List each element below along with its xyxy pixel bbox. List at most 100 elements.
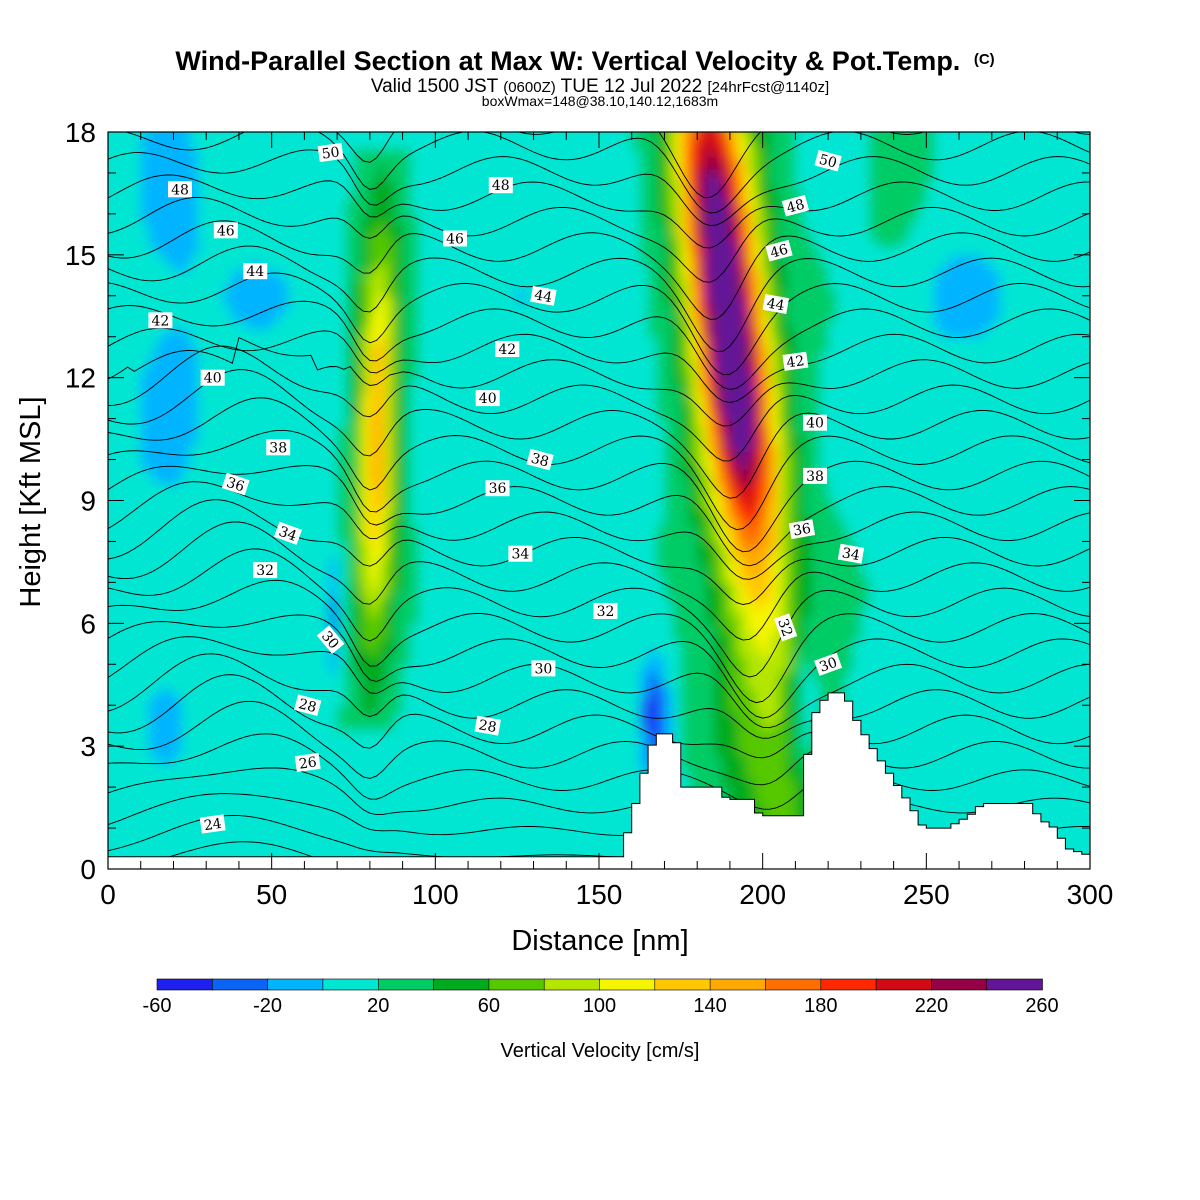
field-cell xyxy=(369,172,379,182)
field-cell xyxy=(132,754,142,764)
field-cell xyxy=(320,836,330,846)
field-cell xyxy=(468,680,478,690)
field-cell xyxy=(165,394,175,403)
field-cell xyxy=(271,795,281,805)
field-cell xyxy=(132,361,142,371)
field-cell xyxy=(247,197,257,207)
field-cell xyxy=(476,746,486,756)
field-cell xyxy=(320,607,330,616)
field-cell xyxy=(247,492,257,502)
field-cell xyxy=(304,582,314,592)
field-cell xyxy=(329,697,338,706)
field-cell xyxy=(255,426,265,436)
field-cell xyxy=(304,271,314,281)
field-cell xyxy=(132,516,142,526)
field-cell xyxy=(124,271,134,281)
field-cell xyxy=(517,787,527,797)
field-cell xyxy=(288,295,297,305)
field-cell xyxy=(288,156,297,166)
field-cell xyxy=(206,721,216,731)
field-cell xyxy=(378,754,388,764)
field-cell xyxy=(222,828,232,838)
field-cell xyxy=(296,361,306,371)
field-cell xyxy=(500,426,510,436)
field-cell xyxy=(181,320,191,330)
field-cell xyxy=(198,205,207,215)
field-cell xyxy=(329,623,338,633)
field-cell xyxy=(214,697,224,706)
field-cell xyxy=(509,164,518,174)
field-cell xyxy=(247,435,257,444)
field-cell xyxy=(517,467,527,477)
field-cell xyxy=(353,230,363,240)
field-cell xyxy=(329,230,338,240)
field-cell xyxy=(484,549,494,559)
field-cell xyxy=(288,172,297,182)
field-cell xyxy=(386,254,396,264)
field-cell xyxy=(214,541,224,551)
field-cell xyxy=(443,713,453,723)
field-cell xyxy=(402,623,412,633)
field-cell xyxy=(533,598,543,608)
field-cell xyxy=(230,746,240,756)
field-cell xyxy=(329,246,338,256)
field-cell xyxy=(173,746,183,756)
field-cell xyxy=(148,688,158,698)
field-cell xyxy=(312,369,322,379)
field-cell xyxy=(157,647,167,657)
field-cell xyxy=(386,754,396,764)
field-cell xyxy=(329,164,338,174)
field-cell xyxy=(419,148,428,158)
field-cell xyxy=(296,320,306,330)
field-cell xyxy=(173,738,183,747)
field-cell xyxy=(525,664,535,674)
field-cell xyxy=(157,680,167,690)
field-cell xyxy=(296,778,306,788)
field-cell xyxy=(247,738,257,747)
field-cell xyxy=(468,697,478,706)
field-cell xyxy=(238,279,248,289)
field-cell xyxy=(459,738,469,747)
field-cell xyxy=(468,426,478,436)
field-cell xyxy=(247,541,257,551)
field-cell xyxy=(279,295,289,305)
field-cell xyxy=(492,607,502,616)
field-cell xyxy=(108,492,117,502)
field-cell xyxy=(108,435,117,444)
field-cell xyxy=(509,713,518,723)
field-cell xyxy=(165,197,175,207)
field-cell xyxy=(443,148,453,158)
field-cell xyxy=(189,197,199,207)
field-cell xyxy=(181,402,191,412)
field-cell xyxy=(247,205,257,215)
field-cell xyxy=(459,631,469,641)
field-cell xyxy=(509,271,518,281)
field-cell xyxy=(378,263,388,272)
field-cell xyxy=(345,516,355,526)
field-cell xyxy=(206,738,216,747)
field-cell xyxy=(443,836,453,846)
field-cell xyxy=(296,656,306,666)
field-cell xyxy=(517,254,527,264)
field-cell xyxy=(517,156,527,166)
field-cell xyxy=(443,688,453,698)
field-cell xyxy=(459,697,469,706)
field-cell xyxy=(353,828,363,838)
field-cell xyxy=(394,205,404,215)
field-cell xyxy=(476,762,486,772)
field-cell xyxy=(288,320,297,330)
field-cell xyxy=(435,697,445,706)
field-cell xyxy=(124,688,134,698)
field-cell xyxy=(148,377,158,387)
field-cell xyxy=(443,639,453,649)
field-cell xyxy=(206,271,216,281)
field-cell xyxy=(222,615,232,625)
field-cell xyxy=(525,836,535,846)
field-cell xyxy=(206,672,216,682)
field-cell xyxy=(189,320,199,330)
field-cell xyxy=(435,721,445,731)
field-cell xyxy=(108,811,117,821)
field-cell xyxy=(173,713,183,723)
field-cell xyxy=(124,549,134,559)
field-cell xyxy=(157,361,167,371)
